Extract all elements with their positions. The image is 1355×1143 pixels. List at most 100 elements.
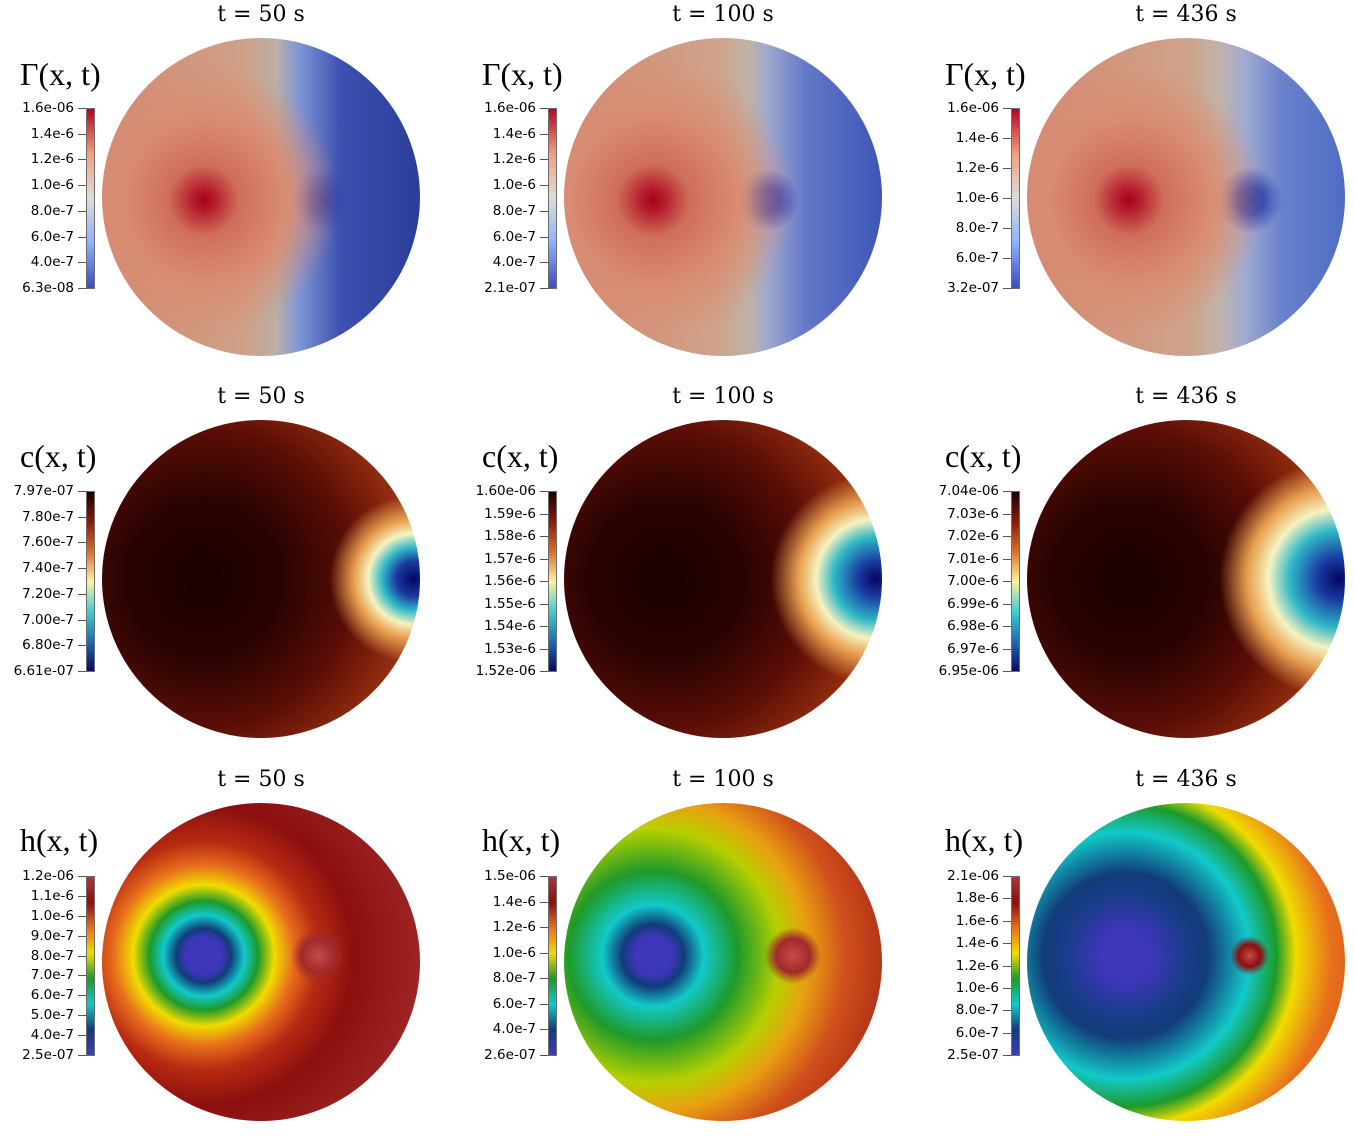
colorbar-tick (540, 876, 548, 877)
field-panel: t = 50 s c(x, t) 7.97e-07 7.80e-7 7.60e-7 7.4… (0, 382, 452, 760)
colorbar-tick-label: 1.8e-6 (955, 890, 999, 907)
panel-title: t = 50 s (217, 767, 305, 792)
field-panel: t = 50 s h(x, t) 1.2e-06 1.1e-6 1.0e-6 9.0e-7… (0, 765, 452, 1143)
colorbar-tick (78, 236, 86, 238)
colorbar-tick (1003, 876, 1011, 877)
colorbar-tick-label: 4.0e-7 (30, 1027, 74, 1044)
colorbar-tick (78, 619, 86, 621)
colorbar-tick-label: 6.98e-6 (947, 618, 999, 634)
colorbar-tick-label: 1.6e-06 (484, 100, 536, 116)
colorbar-tick-label: 1.6e-06 (22, 100, 74, 116)
colorbar-tick-label: 1.4e-6 (492, 893, 536, 910)
colorbar-tick (1003, 198, 1011, 199)
colorbar-tick (540, 927, 548, 929)
colorbar-tick-label: 1.0e-6 (492, 944, 536, 961)
colorbar-tick-label: 6.0e-7 (30, 228, 74, 245)
colorbar-tick (1003, 648, 1011, 650)
field-label: Γ(x, t) (482, 56, 563, 92)
colorbar-tick (540, 1055, 548, 1056)
colorbar-tick (1003, 558, 1011, 560)
colorbar-tick-label: 1.2e-6 (30, 151, 74, 168)
field-disk (1027, 420, 1345, 738)
colorbar-tick-label: 6.95e-06 (938, 663, 999, 679)
colorbar-tick (540, 978, 548, 980)
colorbar-tick (78, 542, 86, 544)
field-panel: t = 100 s Γ(x, t) 1.6e-06 1.4e-6 1.2e-6 1.0e-… (462, 0, 914, 378)
colorbar-tick-label: 9.0e-7 (30, 927, 74, 944)
colorbar-tick (78, 995, 86, 997)
colorbar-tick-label: 6.97e-6 (947, 640, 999, 657)
colorbar-tick (540, 581, 548, 582)
panel-title: t = 436 s (1135, 2, 1237, 27)
colorbar-tick-label: 1.57e-6 (484, 550, 536, 567)
colorbar-tick (78, 491, 86, 492)
colorbar-tick (540, 185, 548, 187)
colorbar-tick (540, 133, 548, 135)
colorbar-tick (78, 185, 86, 187)
colorbar-tick (540, 648, 548, 650)
colorbar-tick-label: 1.4e-6 (955, 130, 999, 146)
colorbar-tick-label: 1.52e-06 (475, 663, 536, 679)
colorbar-tick-label: 1.54e-6 (484, 618, 536, 634)
colorbar-tick (540, 288, 548, 289)
field-label: h(x, t) (482, 822, 561, 858)
colorbar (86, 108, 95, 289)
colorbar-tick-label: 6.3e-08 (22, 280, 74, 296)
colorbar-tick (540, 491, 548, 492)
field-label: h(x, t) (20, 822, 99, 858)
colorbar-tick-label: 1.58e-6 (484, 528, 536, 544)
colorbar (548, 491, 557, 672)
colorbar-tick-label: 1.2e-06 (22, 868, 74, 884)
colorbar-tick (540, 159, 548, 161)
colorbar-tick (1003, 1010, 1011, 1012)
colorbar-tick-label: 1.55e-6 (484, 595, 536, 612)
colorbar-tick (1003, 513, 1011, 515)
field-panel: t = 50 s Γ(x, t) 1.6e-06 1.4e-6 1.2e-6 1.0e-6… (0, 0, 452, 378)
colorbar-tick (1003, 536, 1011, 537)
colorbar-tick (1003, 228, 1011, 229)
colorbar-tick (1003, 138, 1011, 139)
colorbar-tick-label: 1.0e-6 (30, 177, 74, 194)
colorbar-tick (78, 568, 86, 570)
colorbar-tick-label: 1.59e-6 (484, 505, 536, 522)
colorbar-tick (78, 895, 86, 897)
colorbar-tick-label: 6.0e-7 (955, 1024, 999, 1041)
colorbar-tick-label: 4.0e-7 (492, 254, 536, 271)
colorbar-tick-label: 8.0e-7 (30, 947, 74, 964)
colorbar-tick (540, 513, 548, 515)
colorbar-tick (78, 262, 86, 264)
colorbar-tick (1003, 671, 1011, 672)
panel-title: t = 100 s (672, 2, 774, 27)
colorbar-tick-label: 8.0e-7 (492, 970, 536, 987)
field-disk (564, 38, 882, 356)
colorbar-tick (1003, 603, 1011, 605)
colorbar-tick-label: 8.0e-7 (30, 202, 74, 219)
panel-title: t = 100 s (672, 767, 774, 792)
colorbar-tick-label: 7.02e-6 (947, 528, 999, 544)
colorbar-tick-label: 8.0e-7 (955, 1002, 999, 1019)
colorbar (548, 876, 557, 1056)
colorbar-tick-label: 2.5e-07 (947, 1047, 999, 1063)
colorbar-tick (540, 536, 548, 537)
colorbar-tick (540, 626, 548, 627)
colorbar-tick (78, 671, 86, 672)
colorbar-tick-label: 4.0e-7 (492, 1021, 536, 1038)
colorbar-tick-label: 7.04e-06 (938, 483, 999, 499)
colorbar-tick (78, 1035, 86, 1037)
colorbar-tick (78, 593, 86, 595)
colorbar-tick-label: 1.0e-6 (30, 907, 74, 924)
colorbar-tick-label: 7.60e-7 (22, 534, 74, 551)
colorbar-tick (78, 935, 86, 937)
colorbar-tick (1003, 626, 1011, 627)
colorbar-tick (540, 236, 548, 238)
field-label: c(x, t) (20, 438, 97, 474)
colorbar-tick (78, 975, 86, 977)
colorbar-tick-label: 1.60e-06 (475, 483, 536, 499)
field-disk (1027, 38, 1345, 356)
colorbar-tick (78, 1015, 86, 1017)
colorbar-tick (1003, 987, 1011, 989)
colorbar-tick-label: 1.4e-6 (492, 125, 536, 142)
field-label: c(x, t) (945, 438, 1022, 474)
colorbar-tick-label: 1.53e-6 (484, 640, 536, 657)
colorbar-tick (1003, 943, 1011, 945)
